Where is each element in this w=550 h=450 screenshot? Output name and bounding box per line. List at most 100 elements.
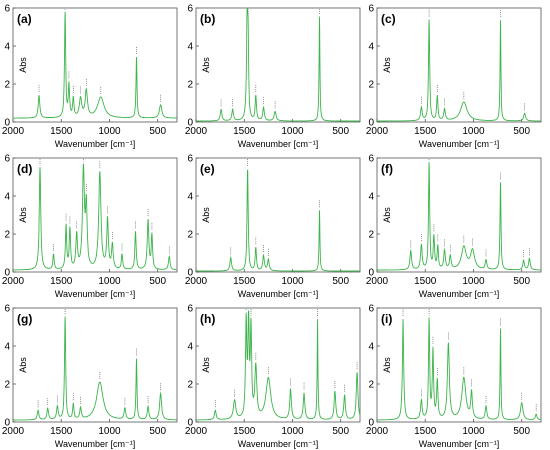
plot-frame [376,7,542,123]
y-axis-label: Abs [201,57,211,73]
y-tick-label: 2 [4,230,10,241]
y-axis-label: Abs [382,57,392,73]
x-tick-label: 500 [149,426,166,437]
y-tick-label: 4 [368,42,374,53]
x-tick-label: 2000 [185,276,208,287]
y-tick-label: 6 [187,154,193,165]
plot-frame [12,157,178,273]
y-tick-label: 2 [4,380,10,391]
y-tick-label: 2 [187,380,193,391]
y-tick-label: 2 [368,230,374,241]
x-tick-label: 1000 [98,276,121,287]
spectrum-line [196,169,360,272]
y-tick-label: 2 [368,380,374,391]
x-tick-label: 500 [149,276,166,287]
y-tick-label: 2 [4,80,10,91]
x-tick-label: 500 [332,126,349,137]
y-axis-label: Abs [18,207,28,223]
x-tick-label: 1500 [50,126,73,137]
x-tick-label: 2000 [366,126,389,137]
y-axis-label: Abs [18,357,28,373]
x-axis-label: Wavenumber [cm⁻¹] [419,139,499,149]
plot-frame [195,307,361,423]
x-tick-label: 1000 [281,426,304,437]
panel-label: (i) [381,312,392,326]
x-tick-label: 2000 [366,426,389,437]
x-tick-label: 1500 [50,426,73,437]
x-tick-label: 2000 [366,276,389,287]
y-tick-label: 4 [4,342,10,353]
y-tick-label: 6 [4,304,10,315]
y-tick-label: 0 [368,118,374,129]
spectrum-panel: 0 2 4 6 2000 1500 1000 500 Wavenumber [cm⁻¹] Abs (… [185,154,361,299]
y-tick-label: 2 [187,230,193,241]
y-tick-label: 0 [4,268,10,279]
spectrum-line [13,163,177,271]
x-tick-label: 500 [149,126,166,137]
x-tick-label: 500 [332,276,349,287]
x-tick-label: 1500 [414,426,437,437]
x-axis-label: Wavenumber [cm⁻¹] [419,439,499,449]
spectrum-line [13,316,177,421]
spectrum-line [196,7,360,122]
x-tick-label: 1500 [233,276,256,287]
y-tick-label: 0 [187,268,193,279]
spectrum-panel: 0 2 4 6 2000 1500 1000 500 Wavenumber [cm⁻¹] Abs (… [2,154,178,299]
y-tick-label: 2 [368,80,374,91]
plot-frame [376,157,542,273]
spectrum-panel: 0 2 4 6 2000 1500 1000 500 Wavenumber [cm⁻¹] Abs (… [185,4,361,149]
y-tick-label: 4 [368,192,374,203]
y-tick-label: 4 [4,42,10,53]
y-tick-label: 0 [187,418,193,429]
y-tick-label: 4 [368,342,374,353]
y-axis-label: Abs [382,207,392,223]
x-tick-label: 500 [332,426,349,437]
y-tick-label: 4 [187,342,193,353]
plot-frame [195,7,361,123]
panel-label: (g) [17,312,32,326]
x-tick-label: 1000 [98,426,121,437]
x-tick-label: 1000 [98,126,121,137]
y-axis-label: Abs [201,357,211,373]
x-tick-label: 2000 [2,426,25,437]
x-tick-label: 1000 [462,276,485,287]
panel-label: (a) [17,12,32,26]
spectrum-panel: 0 2 4 6 2000 1500 1000 500 Wavenumber [cm⁻¹] Abs (… [366,304,542,449]
plot-frame [195,157,361,273]
y-tick-label: 0 [4,418,10,429]
x-tick-label: 1000 [281,276,304,287]
y-tick-label: 4 [4,192,10,203]
y-tick-label: 6 [187,304,193,315]
y-tick-label: 0 [187,118,193,129]
x-tick-label: 2000 [2,276,25,287]
y-tick-label: 2 [187,80,193,91]
y-tick-label: 6 [368,304,374,315]
spectrum-line [377,19,541,122]
spectrum-line [13,11,177,119]
spectrum-line [377,161,541,271]
panel-label: (e) [200,162,215,176]
x-axis-label: Wavenumber [cm⁻¹] [238,439,318,449]
spectrum-panel: 0 2 4 6 2000 1500 1000 500 Wavenumber [cm⁻¹] Abs (… [366,4,542,149]
y-tick-label: 4 [187,192,193,203]
plot-frame [376,307,542,423]
x-tick-label: 1500 [414,276,437,287]
x-tick-label: 1500 [50,276,73,287]
y-axis-label: Abs [201,207,211,223]
x-axis-label: Wavenumber [cm⁻¹] [55,139,135,149]
panel-label: (b) [200,12,215,26]
x-tick-label: 500 [513,126,530,137]
x-axis-label: Wavenumber [cm⁻¹] [238,289,318,299]
x-axis-label: Wavenumber [cm⁻¹] [55,439,135,449]
x-tick-label: 1000 [462,426,485,437]
y-axis-label: Abs [382,357,392,373]
x-tick-label: 500 [513,276,530,287]
spectrum-panel: 0 2 4 6 2000 1500 1000 500 Wavenumber [cm⁻¹] Abs (… [2,304,178,449]
spectrum-panel: 0 2 4 6 2000 1500 1000 500 Wavenumber [cm⁻¹] Abs (… [366,154,542,299]
y-axis-label: Abs [18,57,28,73]
y-tick-label: 0 [368,268,374,279]
x-tick-label: 1000 [462,126,485,137]
spectrum-panel: 0 2 4 6 2000 1500 1000 500 Wavenumber [cm⁻¹] Abs (… [2,4,178,149]
panel-label: (f) [381,162,393,176]
